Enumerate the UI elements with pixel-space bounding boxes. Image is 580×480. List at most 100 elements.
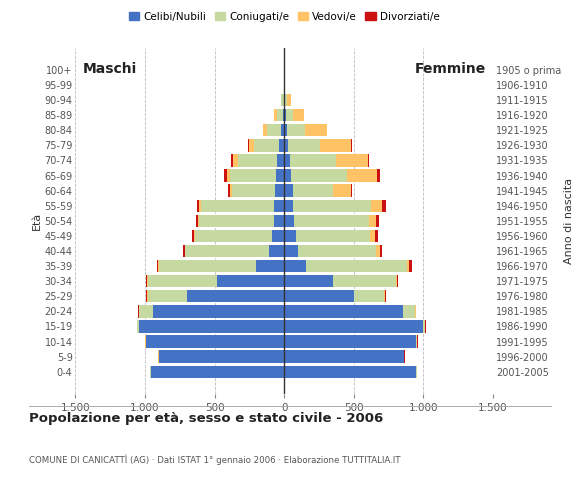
Bar: [137, 320, 139, 333]
Bar: [263, 124, 267, 136]
Bar: [254, 139, 280, 152]
Bar: [148, 275, 218, 288]
Bar: [184, 245, 186, 257]
Bar: [416, 336, 417, 348]
Bar: [274, 200, 284, 212]
Bar: [274, 215, 284, 227]
Text: Popolazione per età, sesso e stato civile - 2006: Popolazione per età, sesso e stato civil…: [29, 412, 383, 425]
Bar: [368, 154, 369, 167]
Bar: [197, 200, 200, 212]
Y-axis label: Anno di nascita: Anno di nascita: [564, 178, 574, 264]
Bar: [139, 320, 284, 333]
Text: Maschi: Maschi: [82, 62, 137, 76]
Text: Femmine: Femmine: [415, 62, 486, 76]
Bar: [285, 109, 292, 121]
Bar: [146, 275, 147, 288]
Bar: [284, 154, 290, 167]
Bar: [196, 215, 198, 227]
Bar: [159, 260, 256, 272]
Bar: [291, 169, 347, 182]
Bar: [277, 109, 283, 121]
Bar: [233, 154, 238, 167]
Bar: [287, 94, 291, 106]
Bar: [285, 94, 287, 106]
Bar: [294, 215, 369, 227]
Bar: [284, 109, 285, 121]
Bar: [407, 260, 409, 272]
Bar: [333, 184, 351, 197]
Bar: [284, 230, 296, 242]
Bar: [230, 169, 276, 182]
Bar: [376, 215, 379, 227]
Bar: [423, 320, 425, 333]
Bar: [276, 169, 284, 182]
Bar: [146, 290, 147, 302]
Bar: [382, 200, 386, 212]
Bar: [293, 200, 371, 212]
Bar: [409, 260, 412, 272]
Bar: [284, 94, 285, 106]
Bar: [227, 169, 230, 182]
Bar: [292, 109, 304, 121]
Bar: [371, 200, 382, 212]
Bar: [347, 169, 378, 182]
Bar: [284, 305, 403, 318]
Bar: [284, 215, 294, 227]
Bar: [218, 275, 284, 288]
Bar: [284, 184, 292, 197]
Bar: [351, 184, 353, 197]
Bar: [139, 305, 153, 318]
Bar: [228, 184, 230, 197]
Bar: [290, 154, 336, 167]
Bar: [375, 230, 378, 242]
Bar: [283, 109, 284, 121]
Bar: [194, 230, 195, 242]
Bar: [378, 169, 379, 182]
Bar: [354, 290, 385, 302]
Bar: [284, 290, 354, 302]
Bar: [284, 350, 404, 363]
Bar: [292, 184, 333, 197]
Legend: Celibi/Nubili, Coniugati/e, Vedovi/e, Divorziati/e: Celibi/Nubili, Coniugati/e, Vedovi/e, Di…: [125, 8, 444, 26]
Bar: [232, 184, 275, 197]
Bar: [158, 260, 159, 272]
Bar: [284, 320, 423, 333]
Bar: [284, 260, 306, 272]
Bar: [336, 154, 368, 167]
Bar: [277, 154, 284, 167]
Bar: [284, 336, 416, 348]
Bar: [153, 305, 284, 318]
Bar: [333, 275, 396, 288]
Bar: [281, 124, 284, 136]
Bar: [287, 124, 305, 136]
Bar: [201, 200, 274, 212]
Bar: [397, 275, 398, 288]
Bar: [186, 245, 269, 257]
Bar: [267, 124, 281, 136]
Bar: [284, 245, 298, 257]
Bar: [415, 305, 416, 318]
Bar: [147, 275, 148, 288]
Bar: [280, 139, 284, 152]
Bar: [403, 305, 415, 318]
Bar: [284, 275, 333, 288]
Text: COMUNE DI CANICATTÌ (AG) · Dati ISTAT 1° gennaio 2006 · Elaborazione TUTTITALIA.: COMUNE DI CANICATTÌ (AG) · Dati ISTAT 1°…: [29, 454, 401, 465]
Bar: [376, 245, 380, 257]
Bar: [306, 260, 407, 272]
Bar: [385, 290, 386, 302]
Bar: [305, 124, 327, 136]
Bar: [298, 245, 376, 257]
Bar: [284, 124, 287, 136]
Bar: [151, 365, 284, 378]
Bar: [256, 260, 284, 272]
Bar: [248, 139, 249, 152]
Bar: [198, 215, 274, 227]
Bar: [369, 215, 376, 227]
Bar: [195, 230, 271, 242]
Bar: [148, 290, 187, 302]
Bar: [159, 350, 284, 363]
Bar: [284, 79, 285, 91]
Bar: [249, 139, 254, 152]
Bar: [284, 139, 288, 152]
Bar: [320, 139, 351, 152]
